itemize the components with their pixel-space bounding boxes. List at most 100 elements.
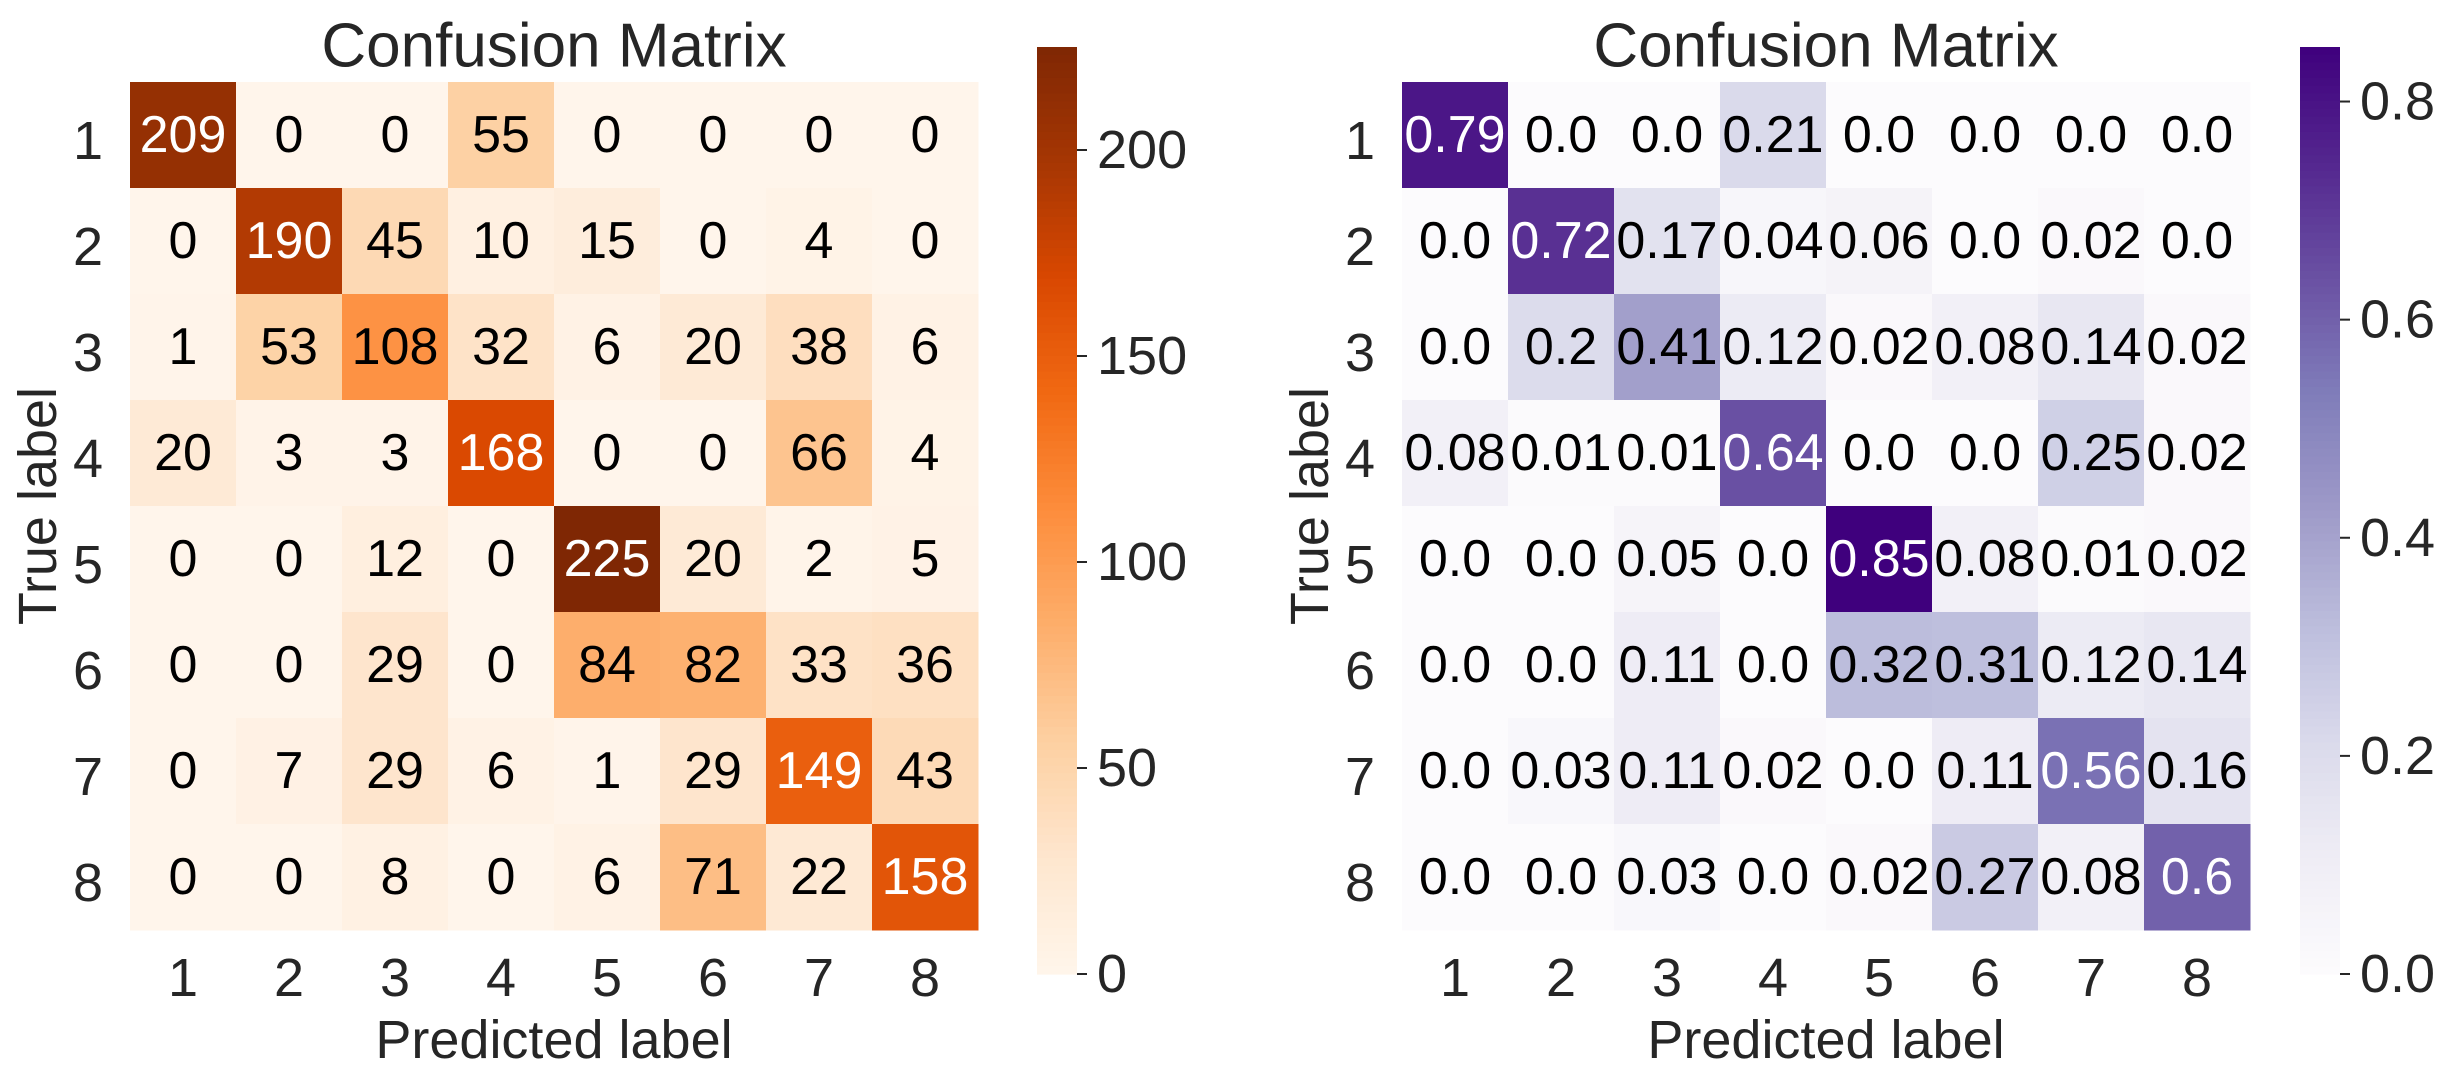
cell-value-label: 29 [366,742,424,800]
x-tick-label: 8 [2182,948,2212,1008]
cell-value-label: 3 [381,424,410,482]
y-tick-label: 2 [1345,217,1375,277]
colorbar-segment [1037,703,1077,712]
colorbar: 0.0 0.2 0.4 0.6 0.8 [2300,47,2435,1004]
cell-value-label: 0 [169,742,198,800]
cell-value-label: 0.0 [1737,636,1809,694]
colorbar-segment [1037,193,1077,203]
colorbar-segment [2300,510,2340,519]
heatmap-cell [1508,294,1615,401]
heatmap-cell [1614,824,1721,931]
colorbar-segment [2300,657,2340,666]
heatmap-cell [236,506,343,613]
colorbar-segment [2300,688,2340,697]
cell-value-label: 0 [593,424,622,482]
heatmap-cell [1614,188,1721,295]
colorbar-segment [1037,348,1077,357]
cell-value-label: 0.0 [1737,848,1809,906]
colorbar-segment [1037,456,1077,465]
colorbar-tick-label: 100 [1097,532,1187,592]
colorbar-segment [1037,232,1077,241]
cell-value-label: 0.0 [1525,636,1597,694]
colorbar-segment [2300,178,2340,187]
heatmap-cell [872,824,979,931]
colorbar-segment [1037,410,1077,419]
cell-value-label: 0.08 [1934,530,2035,588]
colorbar-segment [1037,448,1077,458]
colorbar-segment [2300,564,2340,573]
heatmap-cell [554,400,661,507]
colorbar-segment [1037,873,1077,882]
heatmap-cell [554,82,661,189]
heatmap-cell [554,294,661,401]
cell-value-label: 6 [593,848,622,906]
heatmap-cell [1402,824,1509,931]
cell-value-label: 0.6 [2161,848,2233,906]
colorbar-segment [1037,371,1077,380]
colorbar-segment [2300,371,2340,380]
heatmap-cell [1402,506,1509,613]
colorbar-segment [2300,556,2340,566]
colorbar-segment [2300,201,2340,210]
cell-value-label: 0.0 [1525,530,1597,588]
colorbar: 0 50 100 150 200 [1037,47,1187,1004]
colorbar-segment [2300,402,2340,411]
heatmap-cell [766,506,873,613]
heatmap-cell [1932,188,2039,295]
colorbar-segment [2300,595,2340,604]
colorbar-segment [2300,278,2340,288]
colorbar-segment [1037,186,1077,195]
colorbar-segment [2300,950,2340,960]
colorbar-segment [1037,440,1077,450]
colorbar-segment [2300,734,2340,743]
cell-value-label: 0.05 [1616,530,1717,588]
cell-value-label: 0 [699,424,728,482]
cell-value-label: 0.03 [1510,742,1611,800]
heatmap-cell [1614,506,1721,613]
cell-value-label: 0.0 [1949,106,2021,164]
heatmap-cell [872,506,979,613]
colorbar-segment [1037,649,1077,658]
colorbar-segment [2300,850,2340,859]
x-tick-label: 7 [804,948,834,1008]
cell-value-label: 0 [911,106,940,164]
colorbar-segment [2300,927,2340,936]
colorbar-segment [2300,943,2340,952]
y-tick-label: 5 [1345,535,1375,595]
colorbar-segment [1037,865,1077,875]
heatmap-cell [1720,188,1827,295]
colorbar-segment [2300,858,2340,867]
colorbar-segment [2300,325,2340,334]
heatmap-cell [872,400,979,507]
heatmap-cell [1402,188,1509,295]
colorbar-segment [2300,935,2340,944]
heatmap-cell [2038,612,2145,719]
colorbar-segment [1037,842,1077,851]
colorbar-tick-label: 0.6 [2360,290,2435,350]
colorbar-segment [1037,386,1077,396]
cell-value-label: 6 [487,742,516,800]
colorbar-segment [2300,417,2340,427]
colorbar-segment [1037,572,1077,581]
colorbar-segment [2300,410,2340,419]
heatmap-cell [236,718,343,825]
colorbar-segment [1037,889,1077,898]
colorbar-segment [2300,541,2340,550]
colorbar-segment [1037,657,1077,666]
y-axis-label: True label [8,387,68,625]
colorbar-segment [1037,240,1077,249]
colorbar-segment [2300,356,2340,365]
colorbar-segment [2300,765,2340,774]
colorbar-segment [1037,340,1077,349]
colorbar-segment [2300,811,2340,821]
colorbar-segment [2300,804,2340,813]
colorbar-segment [1037,433,1077,442]
cell-value-label: 0.12 [2040,636,2141,694]
x-tick-label: 6 [1970,948,2000,1008]
colorbar-segment [1037,178,1077,187]
colorbar-segment [1037,131,1077,141]
heatmap-cell [1508,824,1615,931]
colorbar-segment [2300,301,2340,311]
colorbar-segment [2300,958,2340,967]
cell-value-label: 6 [593,318,622,376]
